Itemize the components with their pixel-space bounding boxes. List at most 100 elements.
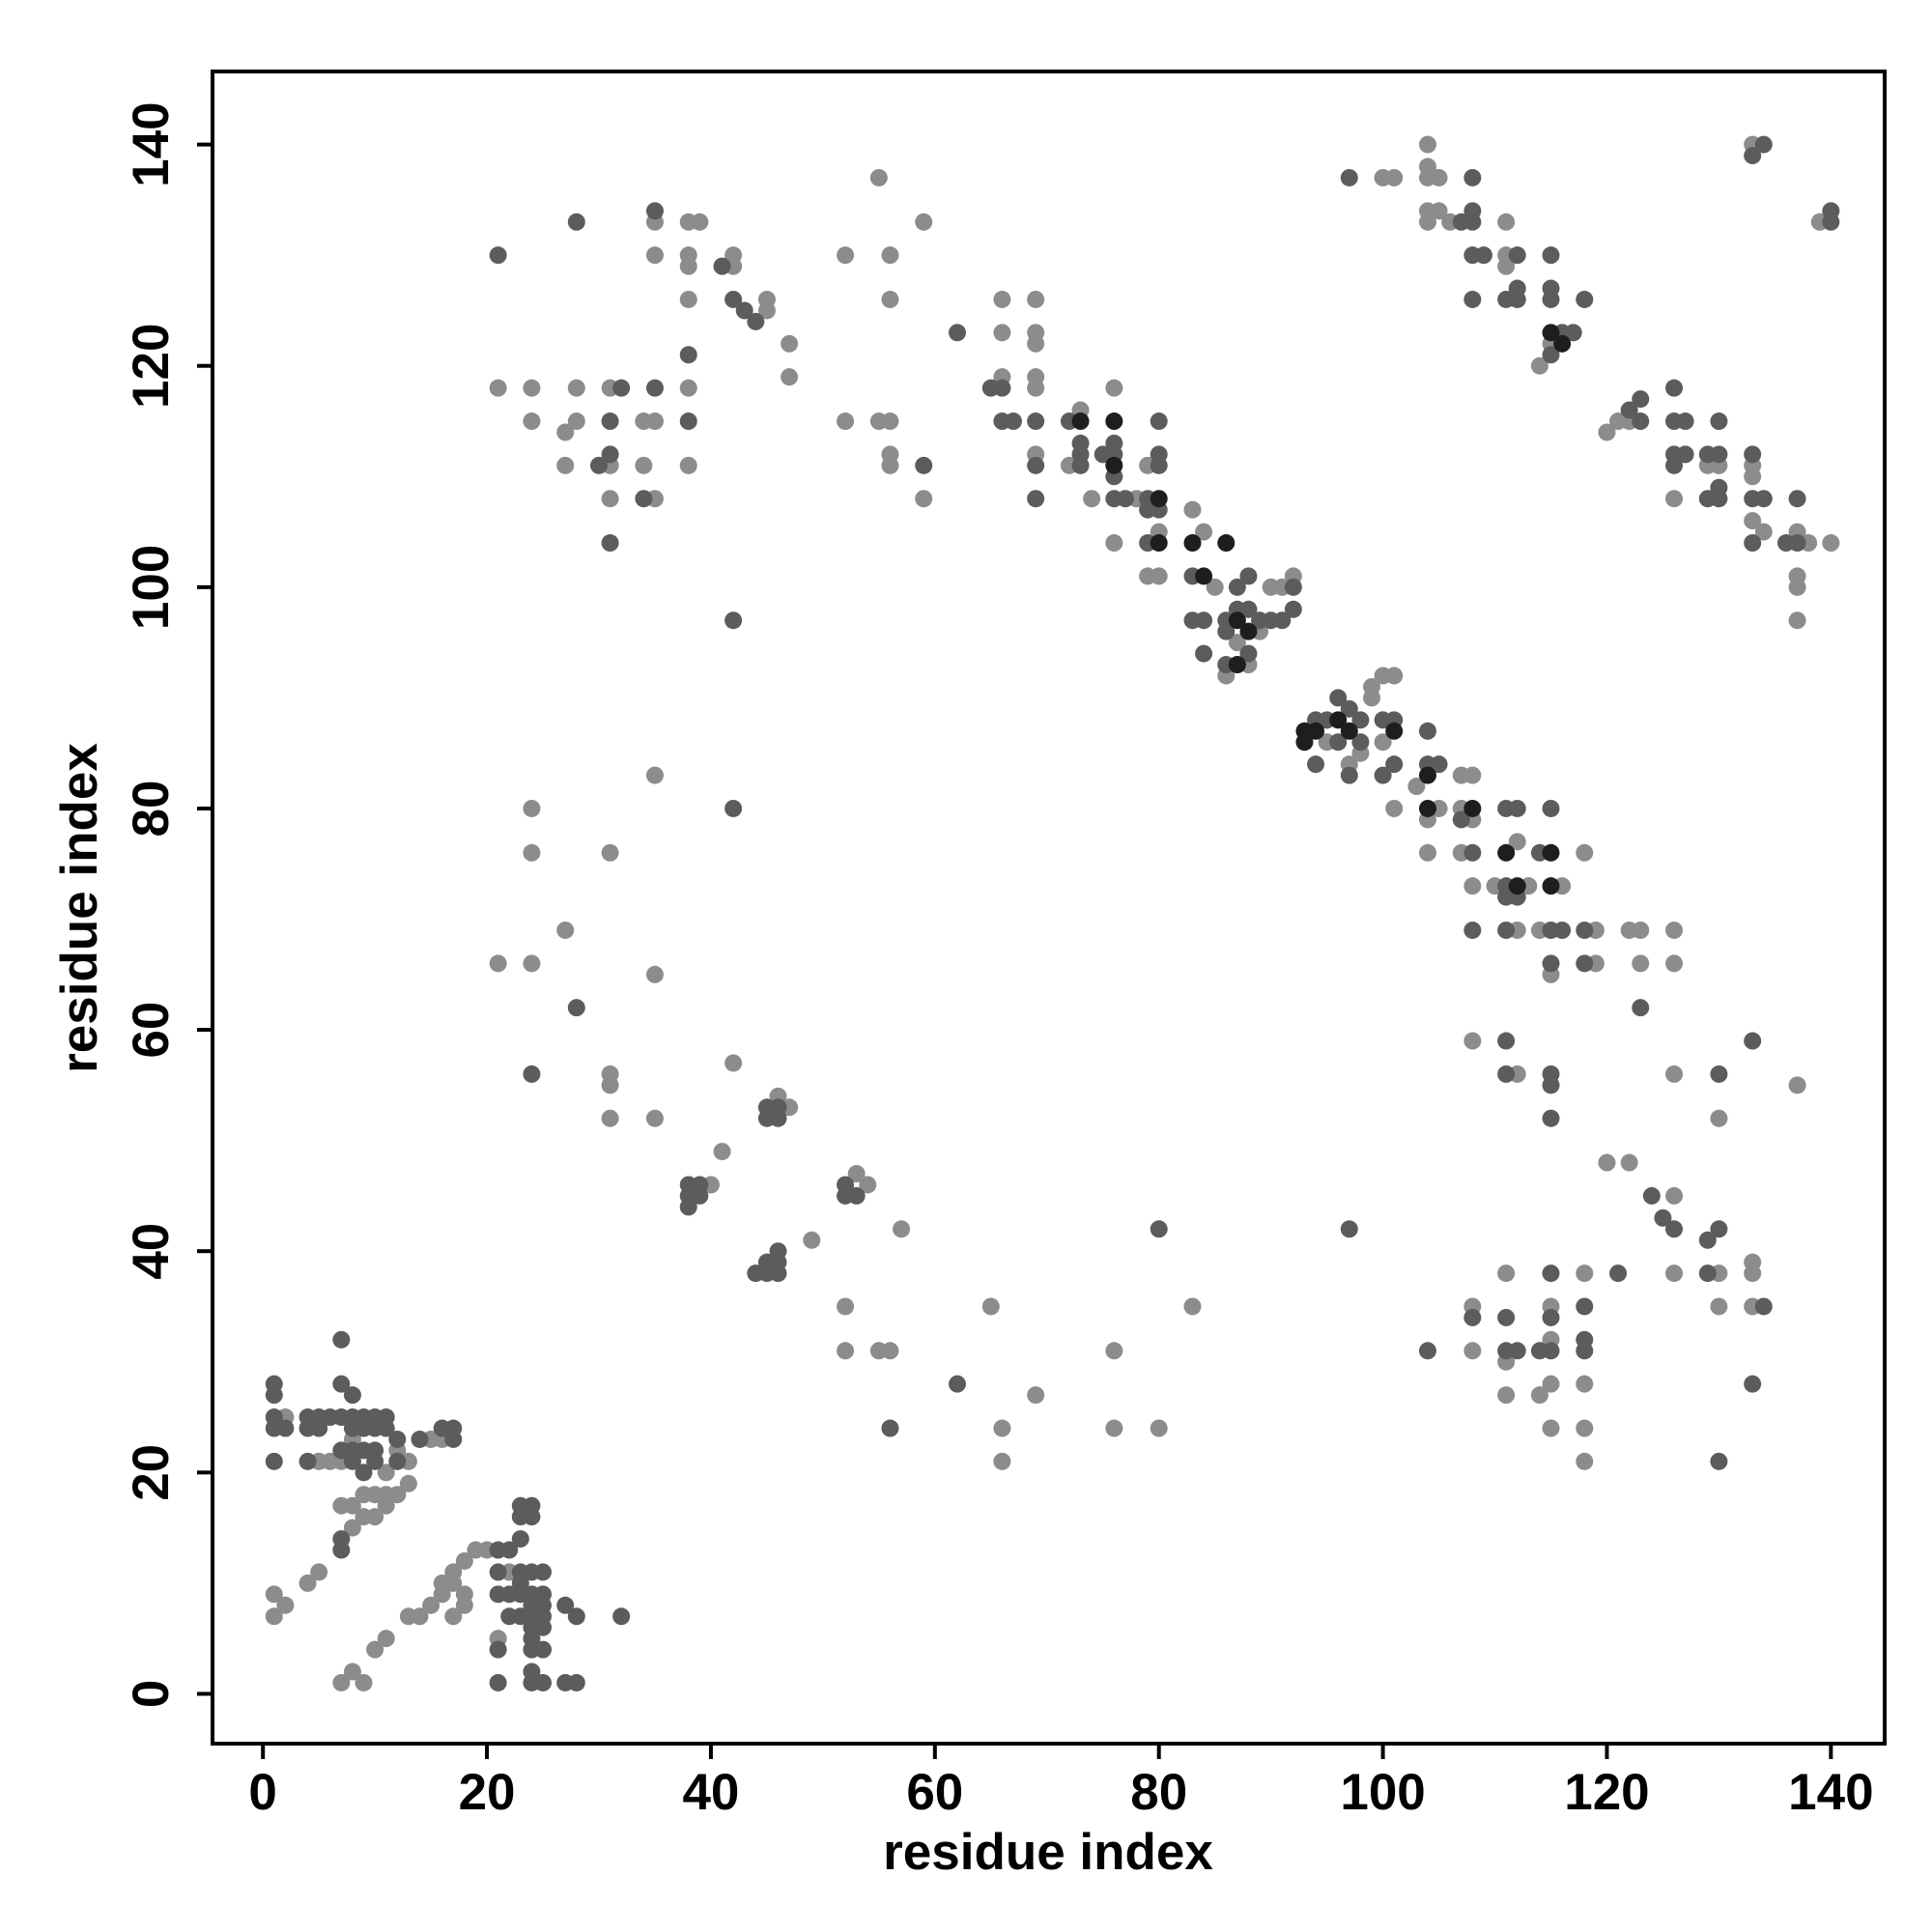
point [377, 1419, 395, 1437]
point [1307, 722, 1325, 740]
point [1598, 423, 1616, 441]
point [1004, 412, 1022, 431]
point [645, 379, 664, 397]
point [511, 1530, 529, 1548]
point [1083, 490, 1101, 508]
point [1385, 722, 1404, 740]
point [1340, 1220, 1358, 1238]
point [265, 1452, 283, 1470]
point [1183, 500, 1202, 519]
point [1329, 711, 1348, 729]
point [1744, 512, 1762, 530]
point [1576, 1375, 1594, 1393]
point [1754, 1297, 1773, 1316]
point [601, 534, 619, 553]
point [1710, 412, 1728, 431]
x-tick-label: 100 [1340, 1764, 1425, 1821]
point [769, 1098, 787, 1117]
point [589, 456, 608, 474]
point [691, 1176, 709, 1194]
point [1329, 689, 1348, 707]
point [881, 1419, 899, 1437]
point [1183, 1297, 1202, 1316]
point [1284, 578, 1302, 596]
point [1744, 1032, 1762, 1050]
y-tick-label: 80 [123, 780, 180, 837]
x-tick-label: 0 [248, 1764, 276, 1821]
point [1340, 766, 1358, 784]
point [1497, 843, 1516, 862]
point [612, 1607, 631, 1626]
point [1027, 412, 1045, 431]
point [1788, 611, 1806, 630]
point [1385, 755, 1404, 774]
point [1105, 379, 1123, 397]
point [1027, 379, 1045, 397]
point [645, 965, 664, 983]
point [332, 1541, 351, 1559]
point [1508, 877, 1526, 895]
point [1340, 699, 1358, 718]
point [1553, 334, 1572, 353]
point [343, 1386, 361, 1405]
point [915, 213, 933, 231]
y-tick-label: 120 [123, 324, 180, 409]
point [1744, 468, 1762, 486]
point [332, 1330, 351, 1349]
point [1027, 334, 1045, 353]
point [1418, 722, 1436, 740]
point [1418, 799, 1436, 817]
point [915, 490, 933, 508]
point [556, 1596, 575, 1614]
point [355, 1463, 373, 1482]
point [1665, 1065, 1684, 1083]
point [511, 1574, 529, 1592]
point [1632, 390, 1650, 409]
point [1463, 1342, 1482, 1360]
point [1195, 567, 1213, 585]
point [601, 490, 619, 508]
point [1385, 667, 1404, 685]
point [567, 412, 585, 431]
point [567, 999, 585, 1017]
point [1463, 1032, 1482, 1050]
x-axis-title: residue index [883, 1824, 1213, 1881]
point [489, 954, 507, 973]
point [1150, 1220, 1168, 1238]
point [1710, 1297, 1728, 1316]
point [1027, 1386, 1045, 1405]
point [310, 1563, 328, 1581]
point [645, 1109, 664, 1127]
point [1273, 611, 1292, 630]
point [1744, 1264, 1762, 1283]
point [1452, 810, 1470, 829]
point [1116, 490, 1134, 508]
point [298, 1452, 317, 1470]
point [265, 1386, 283, 1405]
point [1710, 445, 1728, 464]
point [1542, 1076, 1560, 1094]
point [265, 1585, 283, 1604]
point [781, 368, 799, 386]
point [1374, 766, 1392, 784]
point [1542, 290, 1560, 308]
point [1407, 778, 1426, 796]
point [1822, 534, 1840, 553]
point [1463, 1308, 1482, 1326]
point [1576, 954, 1594, 973]
point [366, 1508, 384, 1526]
point [612, 379, 631, 397]
point [1710, 1452, 1728, 1470]
point [567, 1607, 585, 1626]
point [567, 379, 585, 397]
point [713, 1143, 731, 1161]
y-axis-title: residue index [51, 743, 108, 1073]
point [1542, 799, 1560, 817]
point [679, 456, 697, 474]
point [735, 301, 753, 320]
x-tick-label: 40 [682, 1764, 739, 1821]
point [1239, 644, 1258, 663]
point [1430, 168, 1448, 186]
point [343, 1519, 361, 1537]
